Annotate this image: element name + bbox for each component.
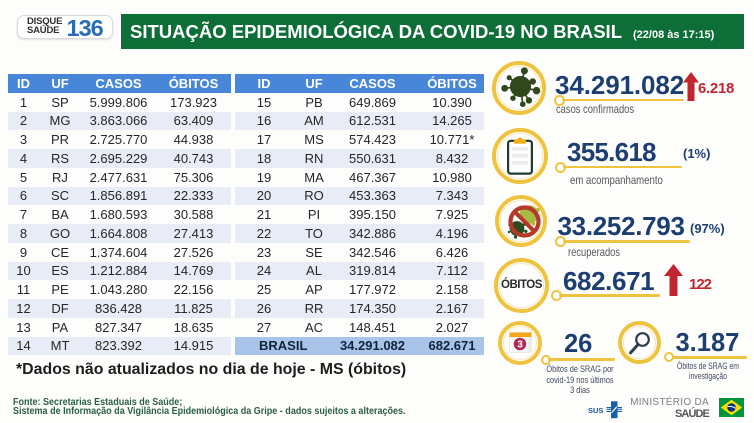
svg-text:3: 3 <box>517 340 523 351</box>
